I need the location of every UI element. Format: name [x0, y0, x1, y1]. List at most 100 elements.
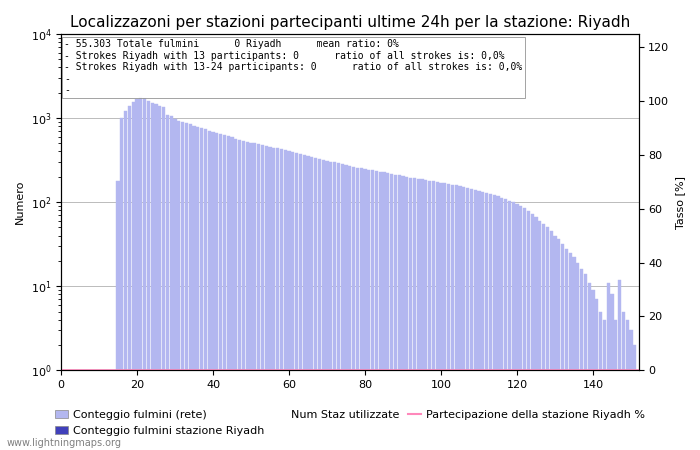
Bar [474, 190, 477, 450]
Bar [485, 193, 488, 450]
Bar [253, 144, 256, 450]
Bar [234, 139, 237, 450]
Bar [515, 204, 519, 450]
Bar [428, 180, 431, 450]
Bar [136, 99, 139, 450]
Bar [587, 283, 591, 450]
Bar [211, 131, 215, 450]
Legend: Conteggio fulmini (rete), Conteggio fulmini stazione Riyadh, Num Staz utilizzate: Conteggio fulmini (rete), Conteggio fulm… [50, 405, 650, 440]
Bar [348, 166, 351, 450]
Bar [610, 294, 614, 450]
Bar [634, 345, 636, 450]
Bar [215, 133, 218, 450]
Bar [120, 118, 123, 450]
Bar [162, 107, 165, 450]
Bar [466, 188, 469, 450]
Bar [276, 148, 279, 450]
Bar [390, 174, 393, 450]
Bar [394, 175, 397, 450]
Bar [181, 122, 184, 450]
Bar [618, 279, 621, 450]
Bar [607, 283, 610, 450]
Bar [143, 98, 146, 450]
Bar [542, 224, 545, 450]
Bar [629, 330, 633, 450]
Bar [169, 116, 173, 450]
Bar [321, 160, 325, 450]
Bar [443, 184, 447, 450]
Bar [128, 106, 131, 450]
Bar [241, 140, 245, 450]
Bar [249, 143, 253, 450]
Bar [379, 172, 382, 450]
Bar [291, 153, 295, 450]
Bar [405, 177, 408, 450]
Bar [595, 299, 598, 450]
Bar [344, 165, 348, 450]
Bar [512, 202, 514, 450]
Bar [337, 163, 340, 450]
Bar [554, 235, 556, 450]
Bar [238, 140, 242, 450]
Text: www.lightningmaps.org: www.lightningmaps.org [7, 438, 122, 448]
Bar [155, 104, 158, 450]
Bar [481, 192, 484, 450]
Title: Localizzazoni per stazioni partecipanti ultime 24h per la stazione: Riyadh: Localizzazoni per stazioni partecipanti … [70, 15, 630, 30]
Bar [546, 227, 549, 450]
Bar [360, 168, 363, 450]
Bar [368, 170, 370, 450]
Bar [284, 150, 287, 450]
Bar [454, 185, 458, 450]
Bar [166, 115, 169, 450]
Bar [557, 239, 561, 450]
Bar [288, 152, 290, 450]
Bar [592, 290, 594, 450]
Bar [139, 97, 143, 450]
Bar [302, 155, 306, 450]
Bar [295, 153, 298, 450]
Bar [519, 206, 522, 450]
Bar [223, 135, 226, 450]
Bar [401, 176, 405, 450]
Bar [261, 145, 264, 450]
Bar [413, 178, 416, 450]
Bar [451, 184, 454, 450]
Bar [458, 186, 461, 450]
Bar [219, 134, 223, 450]
Bar [329, 162, 332, 450]
Bar [565, 248, 568, 450]
Bar [531, 214, 534, 450]
Bar [435, 182, 439, 450]
Bar [132, 102, 135, 450]
Text: - 55.303 Totale fulmini      0 Riyadh      mean ratio: 0%
- Strokes Riyadh with : - 55.303 Totale fulmini 0 Riyadh mean ra… [64, 39, 522, 95]
Bar [504, 199, 508, 450]
Bar [280, 149, 283, 450]
Bar [185, 123, 188, 450]
Bar [318, 159, 321, 450]
Bar [489, 194, 492, 450]
Bar [150, 103, 154, 450]
Bar [356, 167, 359, 450]
Y-axis label: Tasso [%]: Tasso [%] [675, 176, 685, 229]
Bar [462, 187, 466, 450]
Bar [196, 126, 200, 450]
Bar [527, 211, 530, 450]
Bar [246, 142, 249, 450]
Bar [204, 129, 207, 450]
Bar [158, 106, 162, 450]
Y-axis label: Numero: Numero [15, 180, 25, 224]
Bar [603, 320, 606, 450]
Bar [193, 126, 196, 450]
Bar [177, 121, 181, 450]
Bar [576, 263, 580, 450]
Bar [272, 148, 276, 450]
Bar [534, 217, 538, 450]
Bar [496, 196, 500, 450]
Bar [584, 274, 587, 450]
Bar [189, 124, 192, 450]
Bar [409, 178, 412, 450]
Bar [626, 320, 629, 450]
Bar [440, 183, 442, 450]
Bar [299, 154, 302, 450]
Bar [416, 179, 420, 450]
